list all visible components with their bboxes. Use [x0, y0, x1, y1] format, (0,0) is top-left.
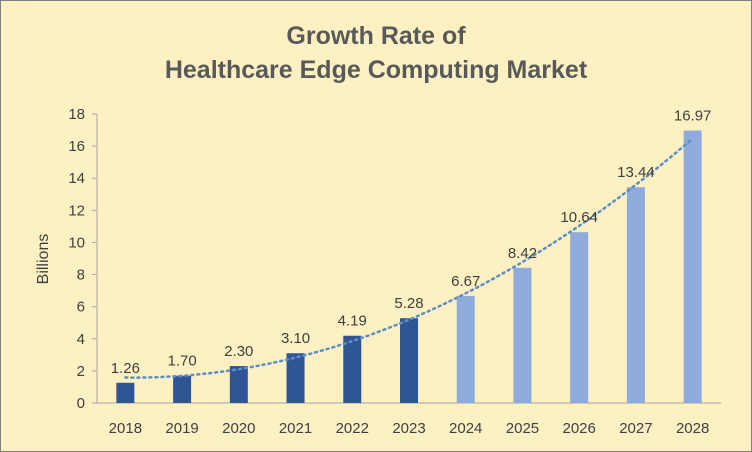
chart-title-line-2: Healthcare Edge Computing Market — [164, 56, 588, 84]
x-tick-label: 2023 — [392, 420, 425, 437]
bar — [456, 295, 475, 403]
bar — [116, 382, 135, 403]
bar — [173, 375, 192, 403]
bar — [343, 335, 362, 403]
data-label: 1.70 — [167, 353, 196, 370]
chart-title: Growth Rate of Healthcare Edge Computing… — [1, 19, 751, 87]
y-tick-label: 2 — [77, 363, 85, 380]
y-tick-label: 12 — [68, 202, 85, 219]
bar — [513, 267, 532, 403]
x-tick-label: 2027 — [619, 420, 652, 437]
y-tick-label: 8 — [77, 267, 85, 284]
y-axis-label: Billions — [35, 234, 52, 285]
y-tick-label: 16 — [68, 138, 85, 155]
x-tick-label: 2028 — [676, 420, 709, 437]
bar — [400, 318, 418, 403]
data-label: 3.10 — [281, 330, 310, 347]
x-tick-label: 2018 — [109, 420, 142, 437]
y-tick-label: 10 — [68, 234, 85, 251]
bar — [286, 353, 305, 403]
data-label: 13.44 — [617, 164, 655, 181]
x-tick-label: 2024 — [449, 420, 482, 437]
x-tick-label: 2025 — [506, 420, 539, 437]
data-label: 1.26 — [111, 360, 140, 377]
x-tick-label: 2021 — [279, 420, 312, 437]
x-tick-label: 2020 — [222, 420, 255, 437]
data-label: 4.19 — [338, 313, 367, 330]
x-tick-label: 2019 — [165, 420, 198, 437]
bar — [626, 187, 645, 403]
y-tick-label: 18 — [68, 106, 85, 123]
x-tick-label: 2026 — [562, 420, 595, 437]
data-label: 10.64 — [560, 209, 598, 226]
data-label: 2.30 — [224, 343, 253, 360]
data-label: 5.28 — [394, 295, 423, 312]
data-label: 8.42 — [508, 245, 537, 262]
trendline — [124, 137, 694, 379]
bar — [570, 232, 589, 403]
y-tick-label: 0 — [77, 395, 85, 412]
y-tick-label: 6 — [77, 299, 85, 316]
data-label: 16.97 — [674, 108, 712, 125]
x-tick-label: 2022 — [336, 420, 369, 437]
y-tick-label: 4 — [77, 331, 85, 348]
data-label: 6.67 — [451, 273, 480, 290]
chart-title-line-1: Growth Rate of — [286, 22, 466, 50]
bar — [229, 366, 248, 403]
y-tick-label: 14 — [68, 170, 85, 187]
bar — [683, 130, 702, 403]
